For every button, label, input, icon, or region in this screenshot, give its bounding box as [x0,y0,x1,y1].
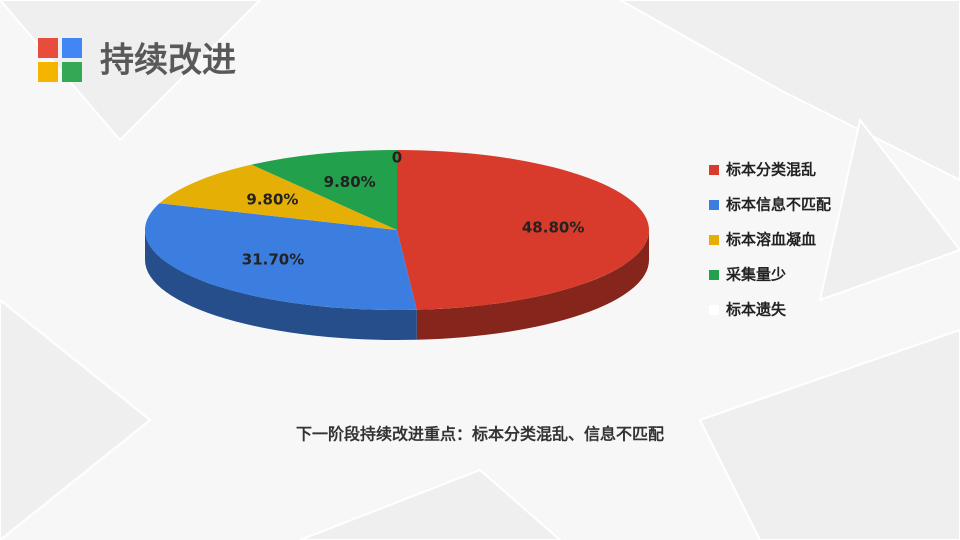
data-label: 9.80% [246,191,298,209]
logo-square [38,38,58,58]
logo-square [62,38,82,58]
legend-label: 标本分类混乱 [725,161,816,179]
legend-swatch [709,200,719,210]
legend-label: 标本遗失 [725,301,787,319]
pie-slice-side [416,230,649,340]
pie-slice [145,203,417,310]
note: 下一阶段持续改进重点：标本分类混乱、信息不匹配 [296,425,664,444]
legend-label: 采集量少 [725,266,786,284]
legend-swatch [709,305,719,315]
logo [38,38,82,82]
pie [145,150,649,340]
data-label: 31.70% [242,251,304,269]
pie-slice [159,164,397,230]
legend-swatch [709,270,719,280]
data-label: 0 [392,149,402,167]
pie-slice [397,150,649,310]
data-label: 9.80% [324,173,376,191]
legend-swatch [709,235,719,245]
logo-square [62,62,82,82]
legend-swatch [709,165,719,175]
slide-title: 持续改进 [100,41,236,81]
data-label: 48.80% [522,219,584,237]
pie-slice [251,150,397,230]
pie-slice-side [145,230,417,340]
logo-square [38,62,58,82]
legend-label: 标本信息不匹配 [725,196,831,214]
legend-label: 标本溶血凝血 [725,231,816,249]
